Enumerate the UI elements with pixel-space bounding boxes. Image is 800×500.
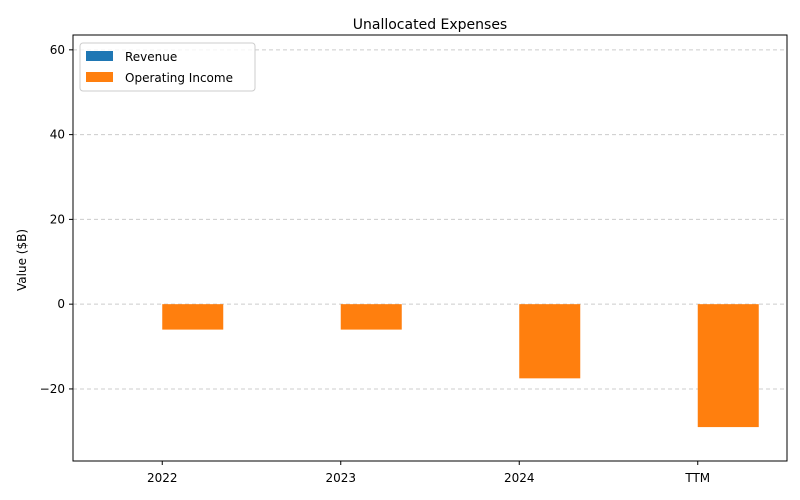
bars-layer — [162, 304, 759, 428]
x-tick-label: 2022 — [147, 471, 178, 485]
bar-operating-income — [162, 304, 224, 330]
x-ticks: 2022 2023 2024 TTM — [147, 461, 710, 485]
bar-operating-income — [340, 304, 402, 330]
y-tick-label: −20 — [40, 382, 65, 396]
x-tick-label: TTM — [684, 471, 710, 485]
y-tick-label: 0 — [57, 297, 65, 311]
y-tick-label: 60 — [50, 43, 65, 57]
y-tick-label: 40 — [50, 128, 65, 142]
legend-swatch — [86, 72, 113, 82]
legend-label: Revenue — [125, 50, 177, 64]
bar-operating-income — [697, 304, 759, 428]
legend-label: Operating Income — [125, 71, 233, 85]
y-axis-label: Value ($B) — [15, 229, 29, 291]
x-tick-label: 2024 — [504, 471, 535, 485]
y-ticks: −20 0 20 40 60 — [40, 43, 73, 396]
x-tick-label: 2023 — [325, 471, 356, 485]
legend-swatch — [86, 51, 113, 61]
plot-frame — [72, 34, 788, 462]
legend-box — [79, 42, 256, 92]
y-tick-label: 20 — [50, 212, 65, 226]
bar-operating-income — [519, 304, 581, 379]
legend: Revenue Operating Income — [79, 42, 256, 92]
chart-title: Unallocated Expenses — [353, 17, 507, 33]
